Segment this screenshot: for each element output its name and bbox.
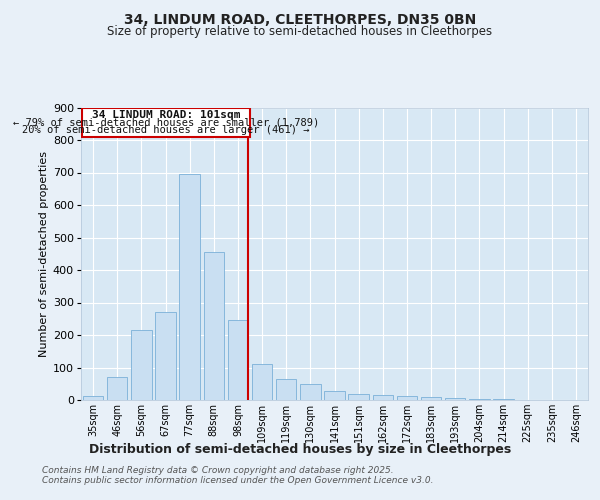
Bar — [373, 396, 393, 400]
Bar — [155, 312, 176, 400]
Text: Contains HM Land Registry data © Crown copyright and database right 2025.: Contains HM Land Registry data © Crown c… — [42, 466, 394, 475]
Bar — [349, 394, 369, 400]
Bar — [300, 384, 320, 400]
Bar — [203, 252, 224, 400]
Bar — [227, 320, 248, 400]
Text: Contains public sector information licensed under the Open Government Licence v3: Contains public sector information licen… — [42, 476, 433, 485]
Text: 20% of semi-detached houses are larger (461) →: 20% of semi-detached houses are larger (… — [22, 126, 310, 136]
Bar — [469, 399, 490, 400]
Bar — [107, 377, 127, 400]
Text: Distribution of semi-detached houses by size in Cleethorpes: Distribution of semi-detached houses by … — [89, 442, 511, 456]
Bar — [83, 396, 103, 400]
Bar — [421, 398, 442, 400]
FancyBboxPatch shape — [82, 108, 250, 137]
Bar — [324, 391, 345, 400]
Text: Size of property relative to semi-detached houses in Cleethorpes: Size of property relative to semi-detach… — [107, 25, 493, 38]
Text: 34, LINDUM ROAD, CLEETHORPES, DN35 0BN: 34, LINDUM ROAD, CLEETHORPES, DN35 0BN — [124, 12, 476, 26]
Y-axis label: Number of semi-detached properties: Number of semi-detached properties — [39, 151, 49, 357]
Bar — [131, 330, 152, 400]
Bar — [397, 396, 417, 400]
Text: 34 LINDUM ROAD: 101sqm: 34 LINDUM ROAD: 101sqm — [92, 110, 241, 120]
Bar — [252, 364, 272, 400]
Bar — [276, 379, 296, 400]
Bar — [445, 398, 466, 400]
Bar — [179, 174, 200, 400]
Text: ← 79% of semi-detached houses are smaller (1,789): ← 79% of semi-detached houses are smalle… — [13, 118, 319, 128]
